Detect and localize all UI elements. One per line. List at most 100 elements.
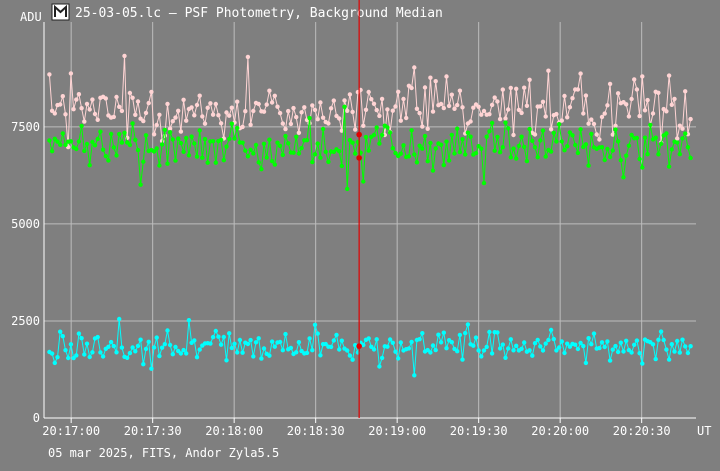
data-point-cyan (489, 351, 495, 356)
data-point-green (176, 136, 181, 141)
data-point-cyan (52, 360, 57, 366)
data-point-cyan (393, 349, 398, 354)
data-point-green (100, 147, 106, 152)
data-point-cyan (294, 350, 299, 355)
data-point-pink (312, 107, 318, 113)
data-point-cyan (441, 330, 446, 335)
data-point-pink (398, 118, 403, 123)
data-point-cyan (251, 354, 256, 359)
data-point-pink (468, 119, 473, 124)
data-point-pink (146, 100, 151, 106)
data-point-cyan (436, 332, 441, 337)
data-point-pink (92, 111, 98, 117)
data-point-cyan (530, 353, 535, 358)
data-point-cyan (503, 355, 508, 360)
x-axis-label: UT (697, 424, 711, 438)
data-point-green (192, 141, 197, 146)
data-point-cyan (248, 337, 253, 343)
data-point-green (653, 135, 658, 140)
data-point-cyan (60, 334, 65, 339)
data-point-cyan (500, 342, 505, 347)
data-point-pink (495, 99, 500, 104)
data-point-cyan (506, 346, 511, 351)
data-point-pink (299, 110, 304, 115)
data-point-cyan (680, 337, 685, 342)
data-point-cyan (390, 340, 395, 345)
data-point-cyan (476, 348, 481, 353)
data-point-cyan (495, 330, 500, 335)
data-point-green (481, 180, 487, 186)
data-point-cyan (117, 316, 122, 322)
data-point-cyan (685, 350, 691, 356)
data-point-green (296, 151, 302, 156)
data-point-cyan (165, 328, 170, 333)
data-point-green (583, 142, 589, 147)
data-point-pink (227, 113, 232, 118)
data-point-cyan (318, 353, 323, 358)
data-point-green (562, 148, 567, 153)
data-point-cyan (621, 349, 626, 354)
data-point-cyan (76, 331, 82, 336)
data-point-cyan (84, 341, 90, 346)
data-point-green (441, 162, 446, 168)
data-point-pink (688, 116, 693, 122)
data-point-green (339, 163, 344, 169)
data-point-cyan (296, 340, 302, 345)
data-point-pink (385, 107, 390, 112)
data-point-pink (632, 77, 637, 82)
data-point-green (194, 154, 200, 159)
data-point-cyan (538, 344, 543, 349)
data-point-cyan (586, 336, 591, 341)
data-point-cyan (607, 358, 613, 363)
data-point-pink (532, 132, 538, 137)
data-point-green (452, 151, 457, 156)
data-point-cyan (615, 349, 621, 355)
data-point-cyan (146, 339, 151, 344)
data-point-pink (165, 101, 170, 107)
data-point-pink (519, 110, 524, 116)
data-point-cyan (420, 331, 425, 336)
data-point-pink (47, 72, 52, 77)
x-tick-label: 20:20:30 (613, 424, 671, 438)
data-point-green (675, 140, 680, 145)
data-point-cyan (267, 353, 272, 358)
data-point-green (422, 133, 428, 139)
data-point-pink (218, 121, 224, 126)
data-point-pink (95, 117, 100, 123)
data-point-pink (296, 130, 302, 135)
data-point-green (323, 149, 328, 154)
data-point-pink (320, 115, 326, 120)
series-layer (47, 53, 693, 378)
series-green (47, 104, 693, 192)
data-point-cyan (666, 357, 672, 362)
data-point-pink (267, 88, 272, 93)
data-point-cyan (366, 336, 371, 341)
data-point-green (181, 149, 186, 154)
data-point-pink (599, 114, 605, 120)
data-point-cyan (221, 334, 226, 340)
data-point-green (286, 141, 291, 146)
data-point-cyan (55, 355, 60, 360)
data-point-pink (514, 86, 519, 92)
data-point-green (683, 131, 688, 136)
data-point-green (135, 147, 141, 153)
data-point-pink (283, 126, 288, 132)
data-point-cyan (417, 337, 422, 342)
data-point-pink (133, 112, 138, 118)
data-point-cyan (216, 334, 221, 339)
data-point-pink (197, 93, 202, 98)
data-point-cyan (664, 347, 669, 352)
data-point-green (326, 159, 331, 164)
data-point-green (551, 130, 556, 136)
data-point-cyan (672, 349, 677, 354)
data-point-green (232, 136, 237, 141)
data-point-cyan (551, 336, 556, 342)
data-point-green (371, 132, 377, 138)
data-point-cyan (532, 341, 538, 346)
data-point-cyan (597, 345, 602, 351)
data-point-pink (331, 98, 336, 103)
data-point-pink (264, 102, 269, 107)
time-cursor[interactable] (356, 0, 362, 418)
data-point-green (634, 135, 640, 141)
